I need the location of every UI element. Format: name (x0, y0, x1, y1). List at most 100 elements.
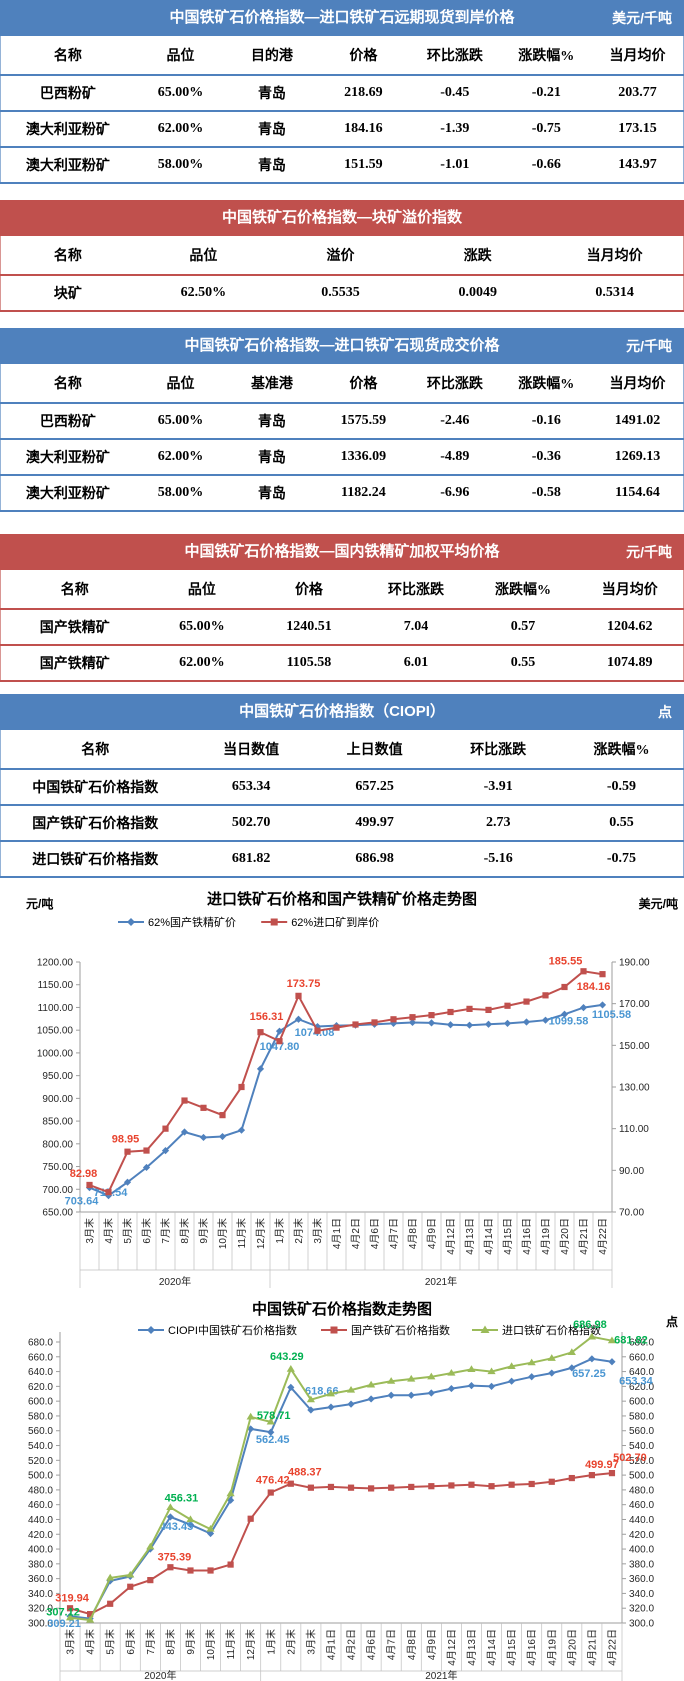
column-header: 名称 (0, 236, 135, 276)
cell: 进口铁矿石价格指数 (0, 841, 190, 878)
data-label: 681.82 (614, 1335, 648, 1347)
cell: 澳大利亚粉矿 (0, 439, 135, 476)
data-label: 309.21 (47, 1618, 81, 1630)
x-tick-label: 4月12日 (445, 1218, 457, 1255)
series-marker (547, 1354, 556, 1361)
cell: 国产铁矿石价格指数 (0, 805, 190, 842)
table-title-bar: 中国铁矿石价格指数—块矿溢价指数 (0, 200, 684, 236)
series-marker (186, 1521, 195, 1529)
series-marker (124, 1148, 131, 1155)
cell: -2.46 (409, 403, 501, 440)
x-tick-label: 5月末 (121, 1218, 134, 1244)
cell: -0.21 (500, 75, 593, 112)
legend-label: 国产铁矿石价格指数 (351, 1323, 450, 1337)
series-marker (87, 1611, 94, 1618)
column-header: 环比涨跌 (409, 36, 501, 76)
table-import-spot-transaction: 中国铁矿石价格指数—进口铁矿石现货成交价格 元/千吨 名称 品位 基准港 价格 环比涨跌… (0, 328, 684, 512)
cell: 1154.64 (592, 475, 684, 512)
series-marker (428, 1483, 435, 1490)
x-tick-label: 4月9日 (426, 1629, 438, 1660)
cell: -0.66 (500, 147, 593, 184)
table-row: 巴西粉矿 65.00% 青岛 1575.59 -2.46 -0.16 1491.02 (0, 403, 684, 440)
y-tick-label: 500.0 (28, 1471, 53, 1482)
data-label: 82.98 (70, 1168, 98, 1180)
cell: 青岛 (226, 403, 318, 440)
cell: 1182.24 (317, 475, 410, 512)
legend-item: CIOPI中国铁矿石价格指数 (138, 1323, 297, 1337)
y-tick-label: 640.0 (629, 1367, 654, 1378)
data-label: 686.98 (573, 1319, 607, 1331)
cell: 0.55 (469, 645, 577, 682)
series-marker (147, 1577, 154, 1584)
series-marker (587, 1332, 596, 1340)
cell: 国产铁精矿 (0, 645, 149, 682)
series-marker (522, 1018, 531, 1026)
cell: 502.70 (189, 805, 313, 842)
y-tick-label: 950.00 (42, 1071, 73, 1082)
x-tick-label: 4月20日 (559, 1218, 571, 1255)
data-label: 502.70 (613, 1452, 647, 1464)
series-marker (407, 1391, 415, 1399)
x-tick-label: 6月末 (140, 1218, 153, 1244)
series-marker (287, 1480, 294, 1487)
series-marker (330, 1326, 338, 1334)
y-tick-label: 540.0 (28, 1441, 53, 1452)
series-marker (307, 1484, 314, 1491)
series-marker (126, 1570, 135, 1578)
table-title-bar: 中国铁矿石价格指数（CIOPI） 点 (0, 694, 684, 730)
x-axis: 3月末 4月末 5月末 6月末 7月末 8月末 9月末 10月末 11月末 12月末 1月末 2月末 3… (79, 1211, 613, 1288)
x-tick-label: 7月末 (144, 1629, 157, 1655)
series-marker (447, 1368, 456, 1376)
cell: 65.00% (134, 403, 227, 440)
series-marker (484, 1020, 493, 1028)
y-tick-label: 380.0 (28, 1559, 53, 1570)
y-tick-label: 400.0 (28, 1545, 53, 1556)
y-tick-label: 480.0 (28, 1485, 53, 1496)
x-tick-label: 8月末 (164, 1629, 177, 1655)
series-marker (267, 1428, 275, 1436)
series-marker (207, 1567, 214, 1574)
cell: 65.00% (134, 75, 227, 112)
cell: 151.59 (317, 147, 410, 184)
y-tick-label: 380.0 (629, 1559, 654, 1570)
table-row: 澳大利亚粉矿 58.00% 青岛 1182.24 -6.96 -0.58 1154.64 (0, 475, 684, 512)
cell: -0.36 (500, 439, 593, 476)
series-marker (247, 1515, 254, 1522)
cell: 澳大利亚粉矿 (0, 475, 135, 512)
table-title: 中国铁矿石价格指数—进口铁矿石现货成交价格 (184, 337, 500, 354)
column-header: 名称 (0, 36, 135, 76)
data-label: 476.42 (256, 1475, 290, 1487)
x-tick-label: 3月末 (64, 1629, 77, 1655)
cell: -5.16 (436, 841, 560, 878)
legend-label: 进口铁矿石价格指数 (502, 1323, 601, 1337)
series-marker (199, 1133, 208, 1142)
series-marker (567, 1348, 576, 1355)
y-tick-label: 440.0 (28, 1515, 53, 1526)
cell: 7.04 (362, 609, 470, 646)
y-tick-label: 460.0 (28, 1500, 53, 1511)
x-tick-label: 12月末 (244, 1629, 257, 1660)
table-import-forward-spot: 中国铁矿石价格指数—进口铁矿石远期现货到岸价格 美元/千吨 名称 品位 目的港 价格环… (0, 0, 684, 184)
y-tick-label: 800.00 (42, 1139, 73, 1150)
column-header: 涨跌幅% (500, 36, 593, 76)
series-marker (487, 1367, 496, 1375)
y-tick-label: 580.0 (629, 1411, 654, 1422)
header-row: 名称 品位 基准港 价格 环比涨跌 涨跌幅% 当月均价 (0, 364, 684, 404)
cell: 184.16 (317, 111, 410, 148)
series-marker (504, 1002, 511, 1009)
series-marker (219, 1112, 226, 1119)
series-marker (427, 1019, 436, 1027)
header-row: 名称 品位 目的港 价格 环比涨跌 涨跌幅% 当月均价 (0, 36, 684, 76)
series-marker (408, 1483, 415, 1491)
cell: 1575.59 (317, 403, 410, 440)
series-marker (487, 1382, 496, 1390)
table-domestic-concentrate: 中国铁矿石价格指数—国内铁精矿加权平均价格 元/千吨 名称 品位 价格 环比涨跌 涨跌幅… (0, 534, 684, 682)
chart-title: 中国铁矿石价格指数走势图 (252, 1300, 432, 1318)
series-marker (598, 1001, 607, 1009)
data-label: 562.45 (256, 1434, 290, 1446)
x-tick-label: 5月末 (104, 1629, 117, 1655)
series-marker (276, 1038, 283, 1045)
cell: 巴西粉矿 (0, 403, 135, 440)
y-tick-label: 480.0 (629, 1485, 654, 1496)
